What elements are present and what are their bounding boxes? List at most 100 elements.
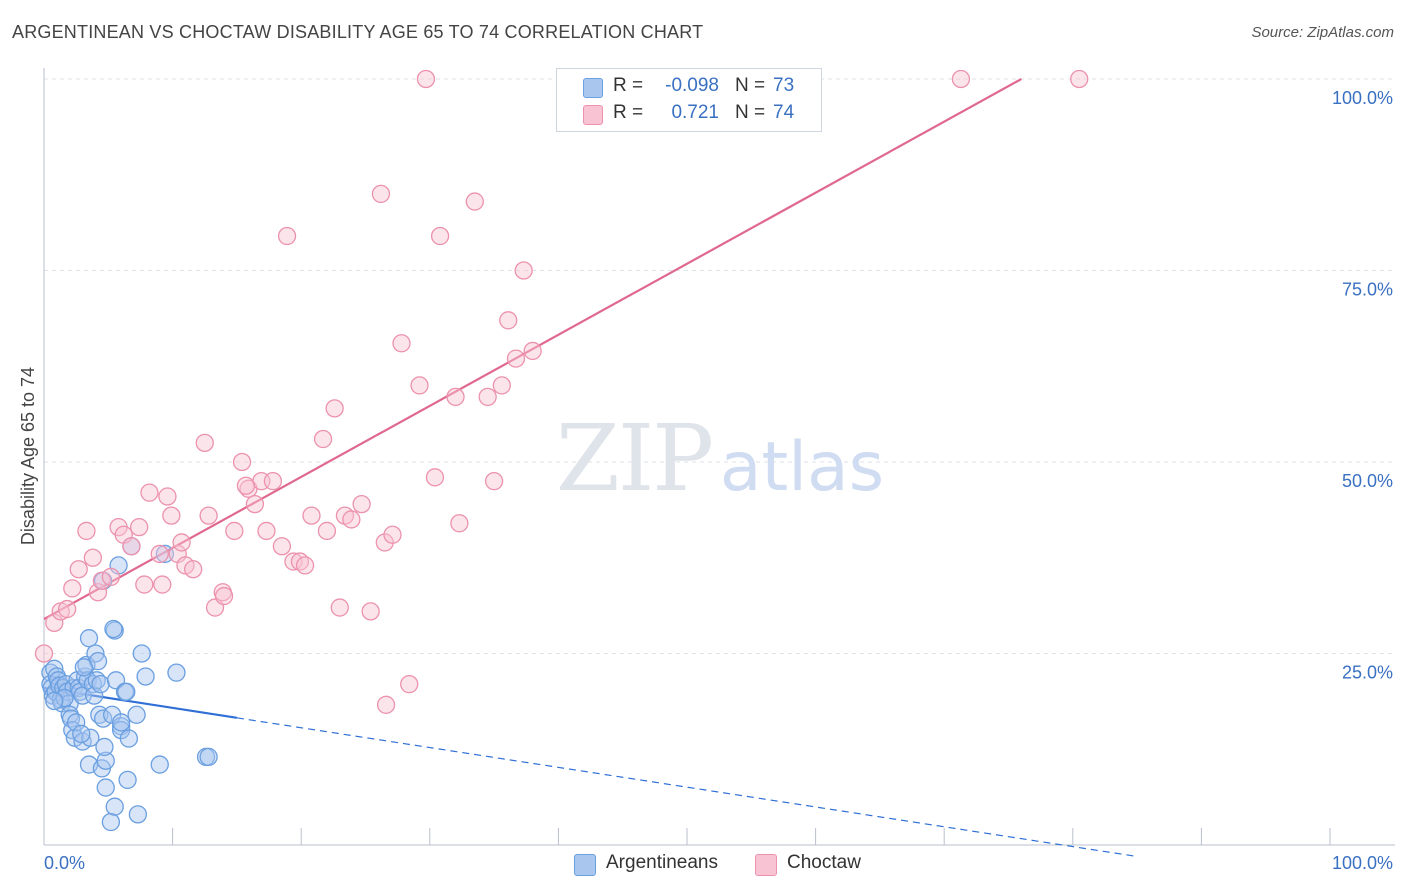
- choctaw-point: [88, 583, 108, 602]
- choctaw-point: [245, 494, 265, 514]
- argentineans-point: [101, 812, 121, 832]
- n-value: 74: [773, 102, 795, 123]
- choctaw-point: [514, 261, 533, 280]
- choctaw-point: [371, 184, 391, 204]
- r-value: 0.721: [671, 102, 719, 123]
- choctaw-point: [523, 341, 542, 361]
- argentineans-point: [105, 797, 124, 816]
- choctaw-point: [101, 567, 121, 587]
- legend-swatch-pink: [755, 854, 777, 876]
- choctaw-point: [295, 556, 315, 575]
- choctaw-point: [302, 506, 321, 525]
- argentineans-point: [55, 688, 74, 708]
- legend-swatch-blue: [574, 854, 596, 876]
- argentineans-point: [74, 658, 94, 677]
- tick-labels: 25.0% 50.0% 75.0% 100.0% 0.0% 100.0%: [44, 88, 1393, 873]
- choctaw-point: [446, 387, 465, 407]
- argentineans-point: [85, 686, 104, 705]
- choctaw-point: [232, 452, 252, 472]
- choctaw-point: [172, 533, 191, 552]
- choctaw-point: [430, 226, 450, 246]
- choctaw-point: [257, 521, 276, 541]
- choctaw-point: [361, 602, 380, 621]
- choctaw-trend-line: [43, 78, 1022, 620]
- choctaw-point: [69, 560, 88, 579]
- argentineans-point: [117, 682, 136, 701]
- argentineans-point: [119, 729, 139, 748]
- argentineans-point: [96, 751, 115, 770]
- y-axis-label: Disability Age 65 to 74: [18, 367, 38, 545]
- argentineans-point: [132, 644, 151, 663]
- watermark-zip: ZIP: [556, 405, 712, 512]
- choctaw-point: [214, 586, 234, 606]
- correlation-legend: R = -0.098 N = 73 R = 0.721 N = 74: [556, 68, 822, 132]
- choctaw-point: [158, 487, 177, 506]
- y-tick-label: 75.0%: [1342, 280, 1393, 300]
- choctaw-point: [57, 599, 77, 619]
- choctaw-point: [63, 579, 82, 598]
- argentineans-point: [128, 805, 148, 824]
- choctaw-point: [140, 483, 159, 502]
- argentineans-point: [112, 713, 131, 732]
- n-value: 73: [773, 75, 795, 96]
- choctaw-point: [375, 533, 394, 552]
- argentineans-point: [167, 663, 186, 682]
- choctaw-point: [277, 226, 297, 246]
- choctaw-point: [416, 69, 436, 89]
- choctaw-point: [317, 521, 337, 541]
- choctaw-point: [450, 514, 469, 533]
- n-label: N =: [735, 75, 766, 96]
- legend-row-choctaw: R = 0.721 N = 74: [557, 101, 821, 127]
- choctaw-point: [425, 468, 445, 487]
- choctaw-point: [199, 506, 218, 525]
- argentineans-point: [45, 691, 64, 711]
- choctaw-point: [313, 429, 333, 449]
- choctaw-point: [153, 575, 172, 594]
- r-label: R =: [613, 102, 644, 123]
- r-label: R =: [613, 75, 644, 96]
- legend-label: Argentineans: [606, 852, 718, 873]
- watermark-atlas: atlas: [720, 428, 884, 507]
- choctaw-point: [951, 69, 971, 89]
- choctaw-point: [392, 334, 411, 353]
- x-tick-label: 100.0%: [1332, 853, 1393, 873]
- choctaw-point: [383, 525, 402, 544]
- choctaw-point: [122, 537, 141, 556]
- argentineans-point: [79, 629, 99, 648]
- choctaw-point: [184, 560, 203, 579]
- argentineans-point: [127, 705, 146, 724]
- n-label: N =: [735, 102, 766, 123]
- choctaw-point: [465, 192, 484, 211]
- choctaw-point: [492, 376, 511, 395]
- choctaw-point: [376, 695, 396, 714]
- choctaw-point: [284, 552, 303, 571]
- legend-swatch-pink: [583, 105, 603, 125]
- legend-row-argentineans: R = -0.098 N = 73: [557, 74, 821, 100]
- argentineans-point: [94, 709, 113, 728]
- axes: [43, 68, 1395, 846]
- choctaw-point: [162, 506, 181, 525]
- choctaw-point: [34, 644, 54, 663]
- choctaw-point: [506, 349, 526, 368]
- argentineans-point: [72, 724, 91, 744]
- argentineans-point: [96, 778, 115, 797]
- choctaw-point: [352, 494, 371, 514]
- r-value: -0.098: [665, 75, 719, 96]
- choctaw-point: [225, 521, 244, 541]
- choctaw-point: [410, 376, 429, 395]
- argentineans-point: [199, 747, 218, 767]
- y-tick-label: 25.0%: [1342, 663, 1393, 683]
- y-tick-label: 100.0%: [1332, 88, 1393, 108]
- chart-title: ARGENTINEAN VS CHOCTAW DISABILITY AGE 65…: [12, 22, 704, 42]
- choctaw-point: [400, 674, 419, 694]
- argentineans-point: [67, 713, 86, 732]
- choctaw-point: [1070, 69, 1089, 89]
- choctaw-point: [130, 517, 149, 537]
- choctaw-points: [34, 69, 1089, 714]
- choctaw-point: [83, 548, 103, 567]
- choctaw-point: [325, 399, 344, 418]
- argentineans-point: [91, 674, 110, 694]
- choctaw-point: [135, 575, 154, 594]
- choctaw-point: [45, 613, 64, 633]
